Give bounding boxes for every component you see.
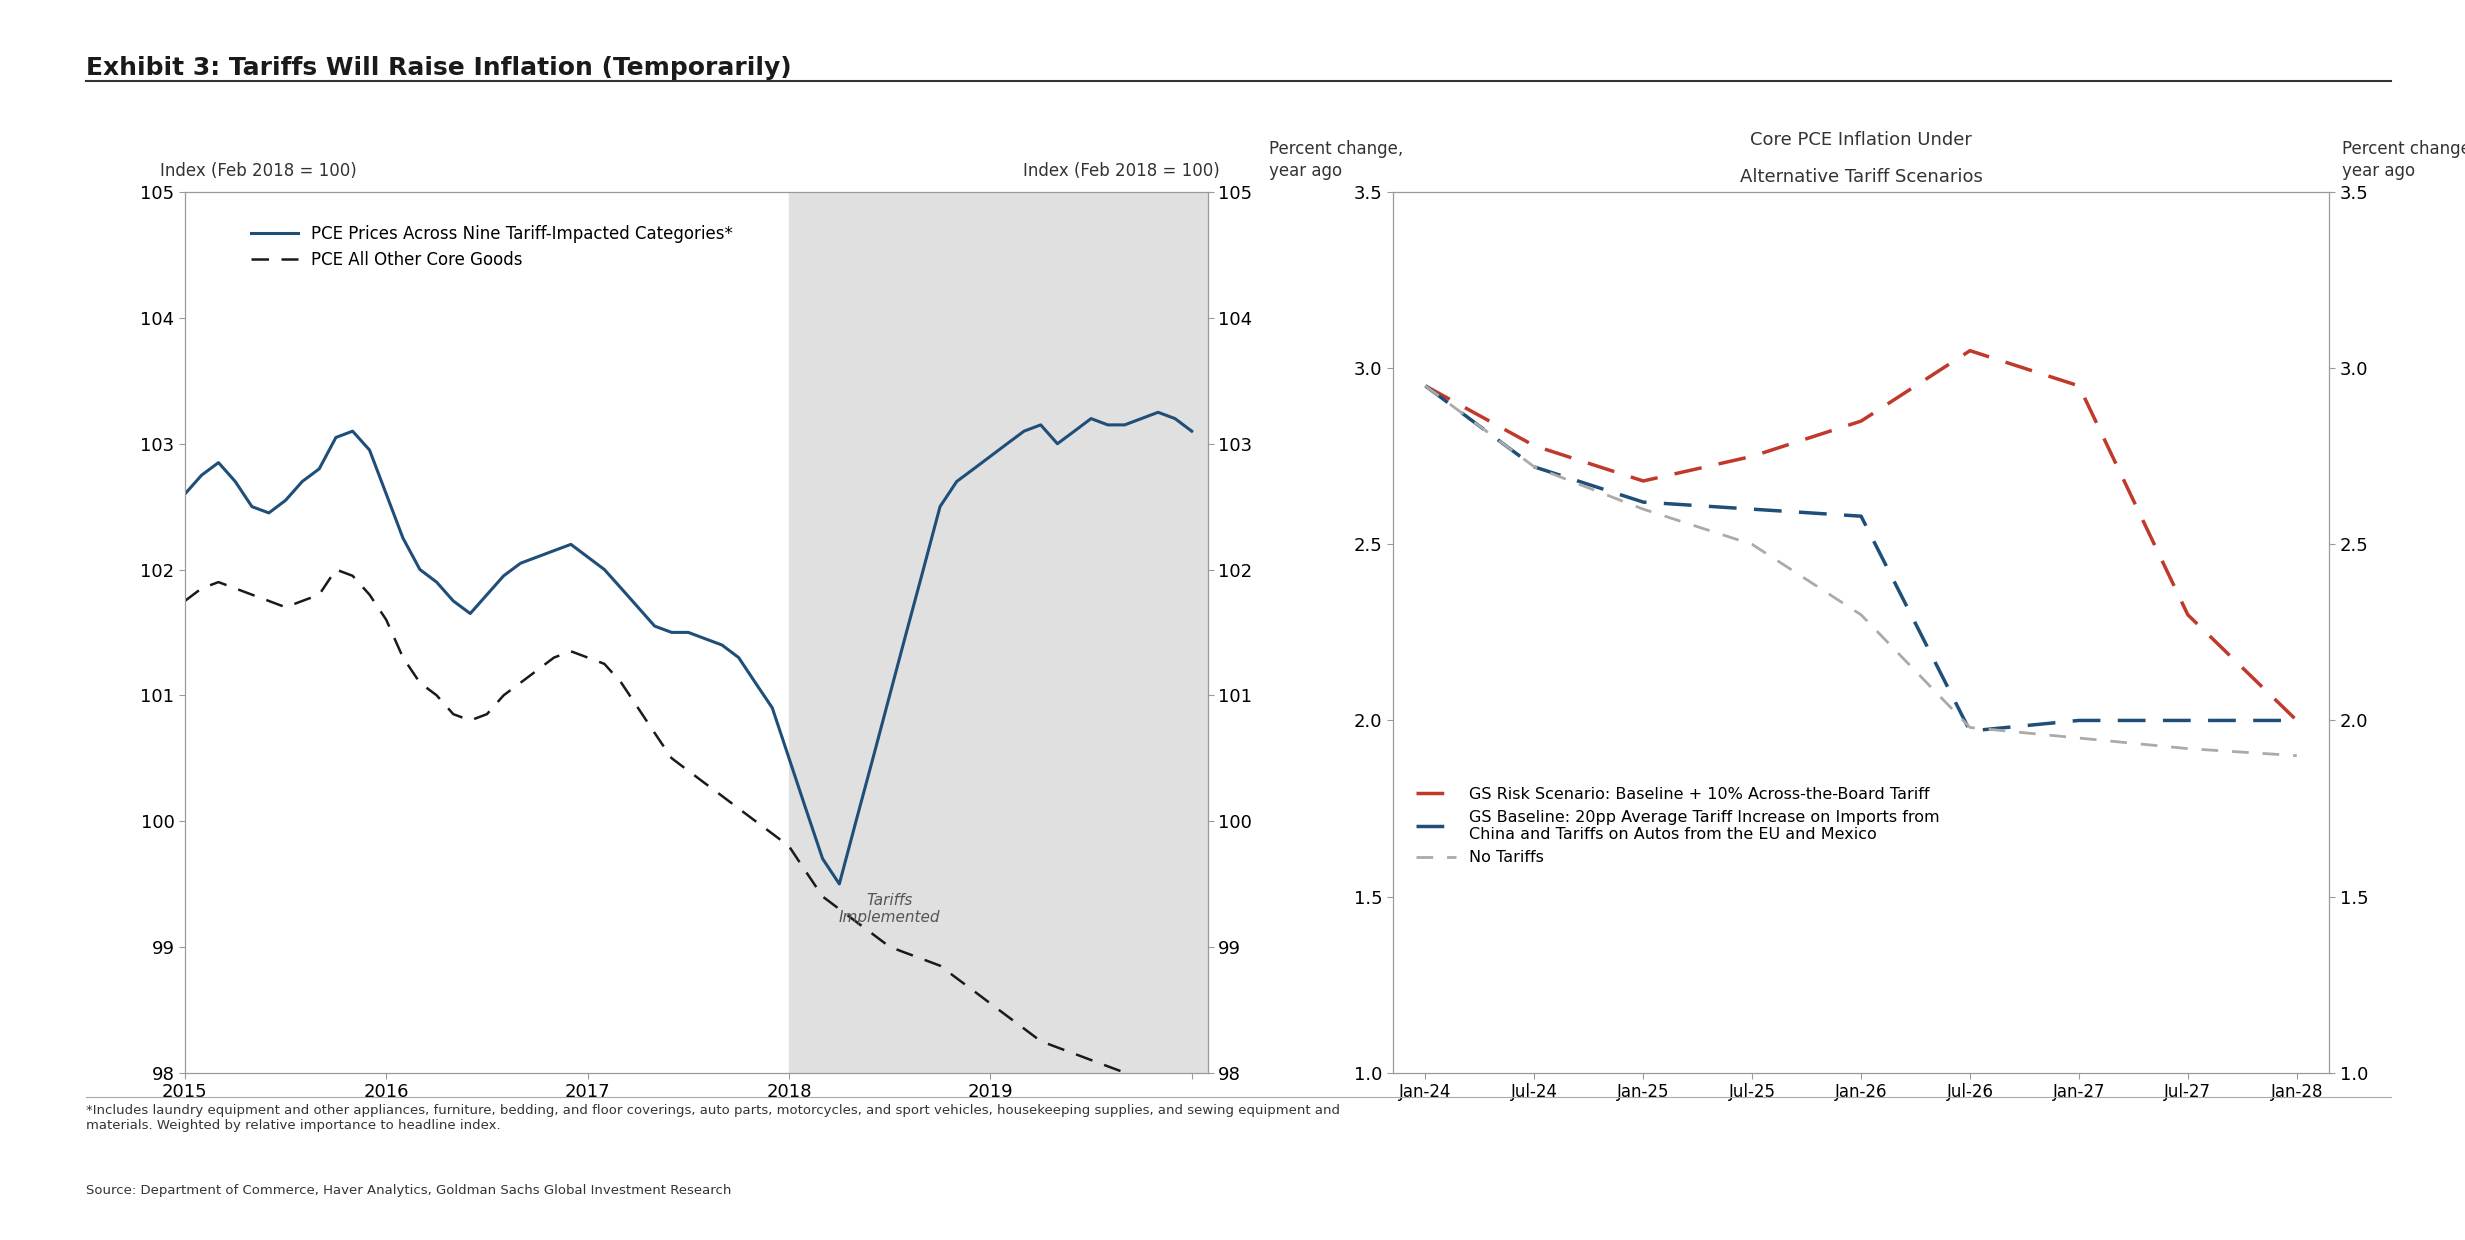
Text: Percent change,
year ago: Percent change, year ago	[1269, 140, 1403, 180]
Text: Exhibit 3: Tariffs Will Raise Inflation (Temporarily): Exhibit 3: Tariffs Will Raise Inflation …	[86, 56, 791, 79]
Text: Source: Department of Commerce, Haver Analytics, Goldman Sachs Global Investment: Source: Department of Commerce, Haver An…	[86, 1184, 732, 1197]
Text: Alternative Tariff Scenarios: Alternative Tariff Scenarios	[1740, 167, 1982, 186]
Text: Index (Feb 2018 = 100): Index (Feb 2018 = 100)	[160, 161, 357, 180]
Legend: GS Risk Scenario: Baseline + 10% Across-the-Board Tariff, GS Baseline: 20pp Aver: GS Risk Scenario: Baseline + 10% Across-…	[1410, 780, 1947, 872]
Text: Percent change,
year ago: Percent change, year ago	[2342, 140, 2465, 180]
Text: Index (Feb 2018 = 100): Index (Feb 2018 = 100)	[1023, 161, 1220, 180]
Text: Tariffs
Implemented: Tariffs Implemented	[838, 893, 942, 925]
Bar	[789, 192, 1208, 1073]
Legend: PCE Prices Across Nine Tariff-Impacted Categories*, PCE All Other Core Goods: PCE Prices Across Nine Tariff-Impacted C…	[244, 218, 740, 275]
Text: *Includes laundry equipment and other appliances, furniture, bedding, and floor : *Includes laundry equipment and other ap…	[86, 1104, 1341, 1132]
Text: Core PCE Inflation Under: Core PCE Inflation Under	[1750, 130, 1972, 149]
